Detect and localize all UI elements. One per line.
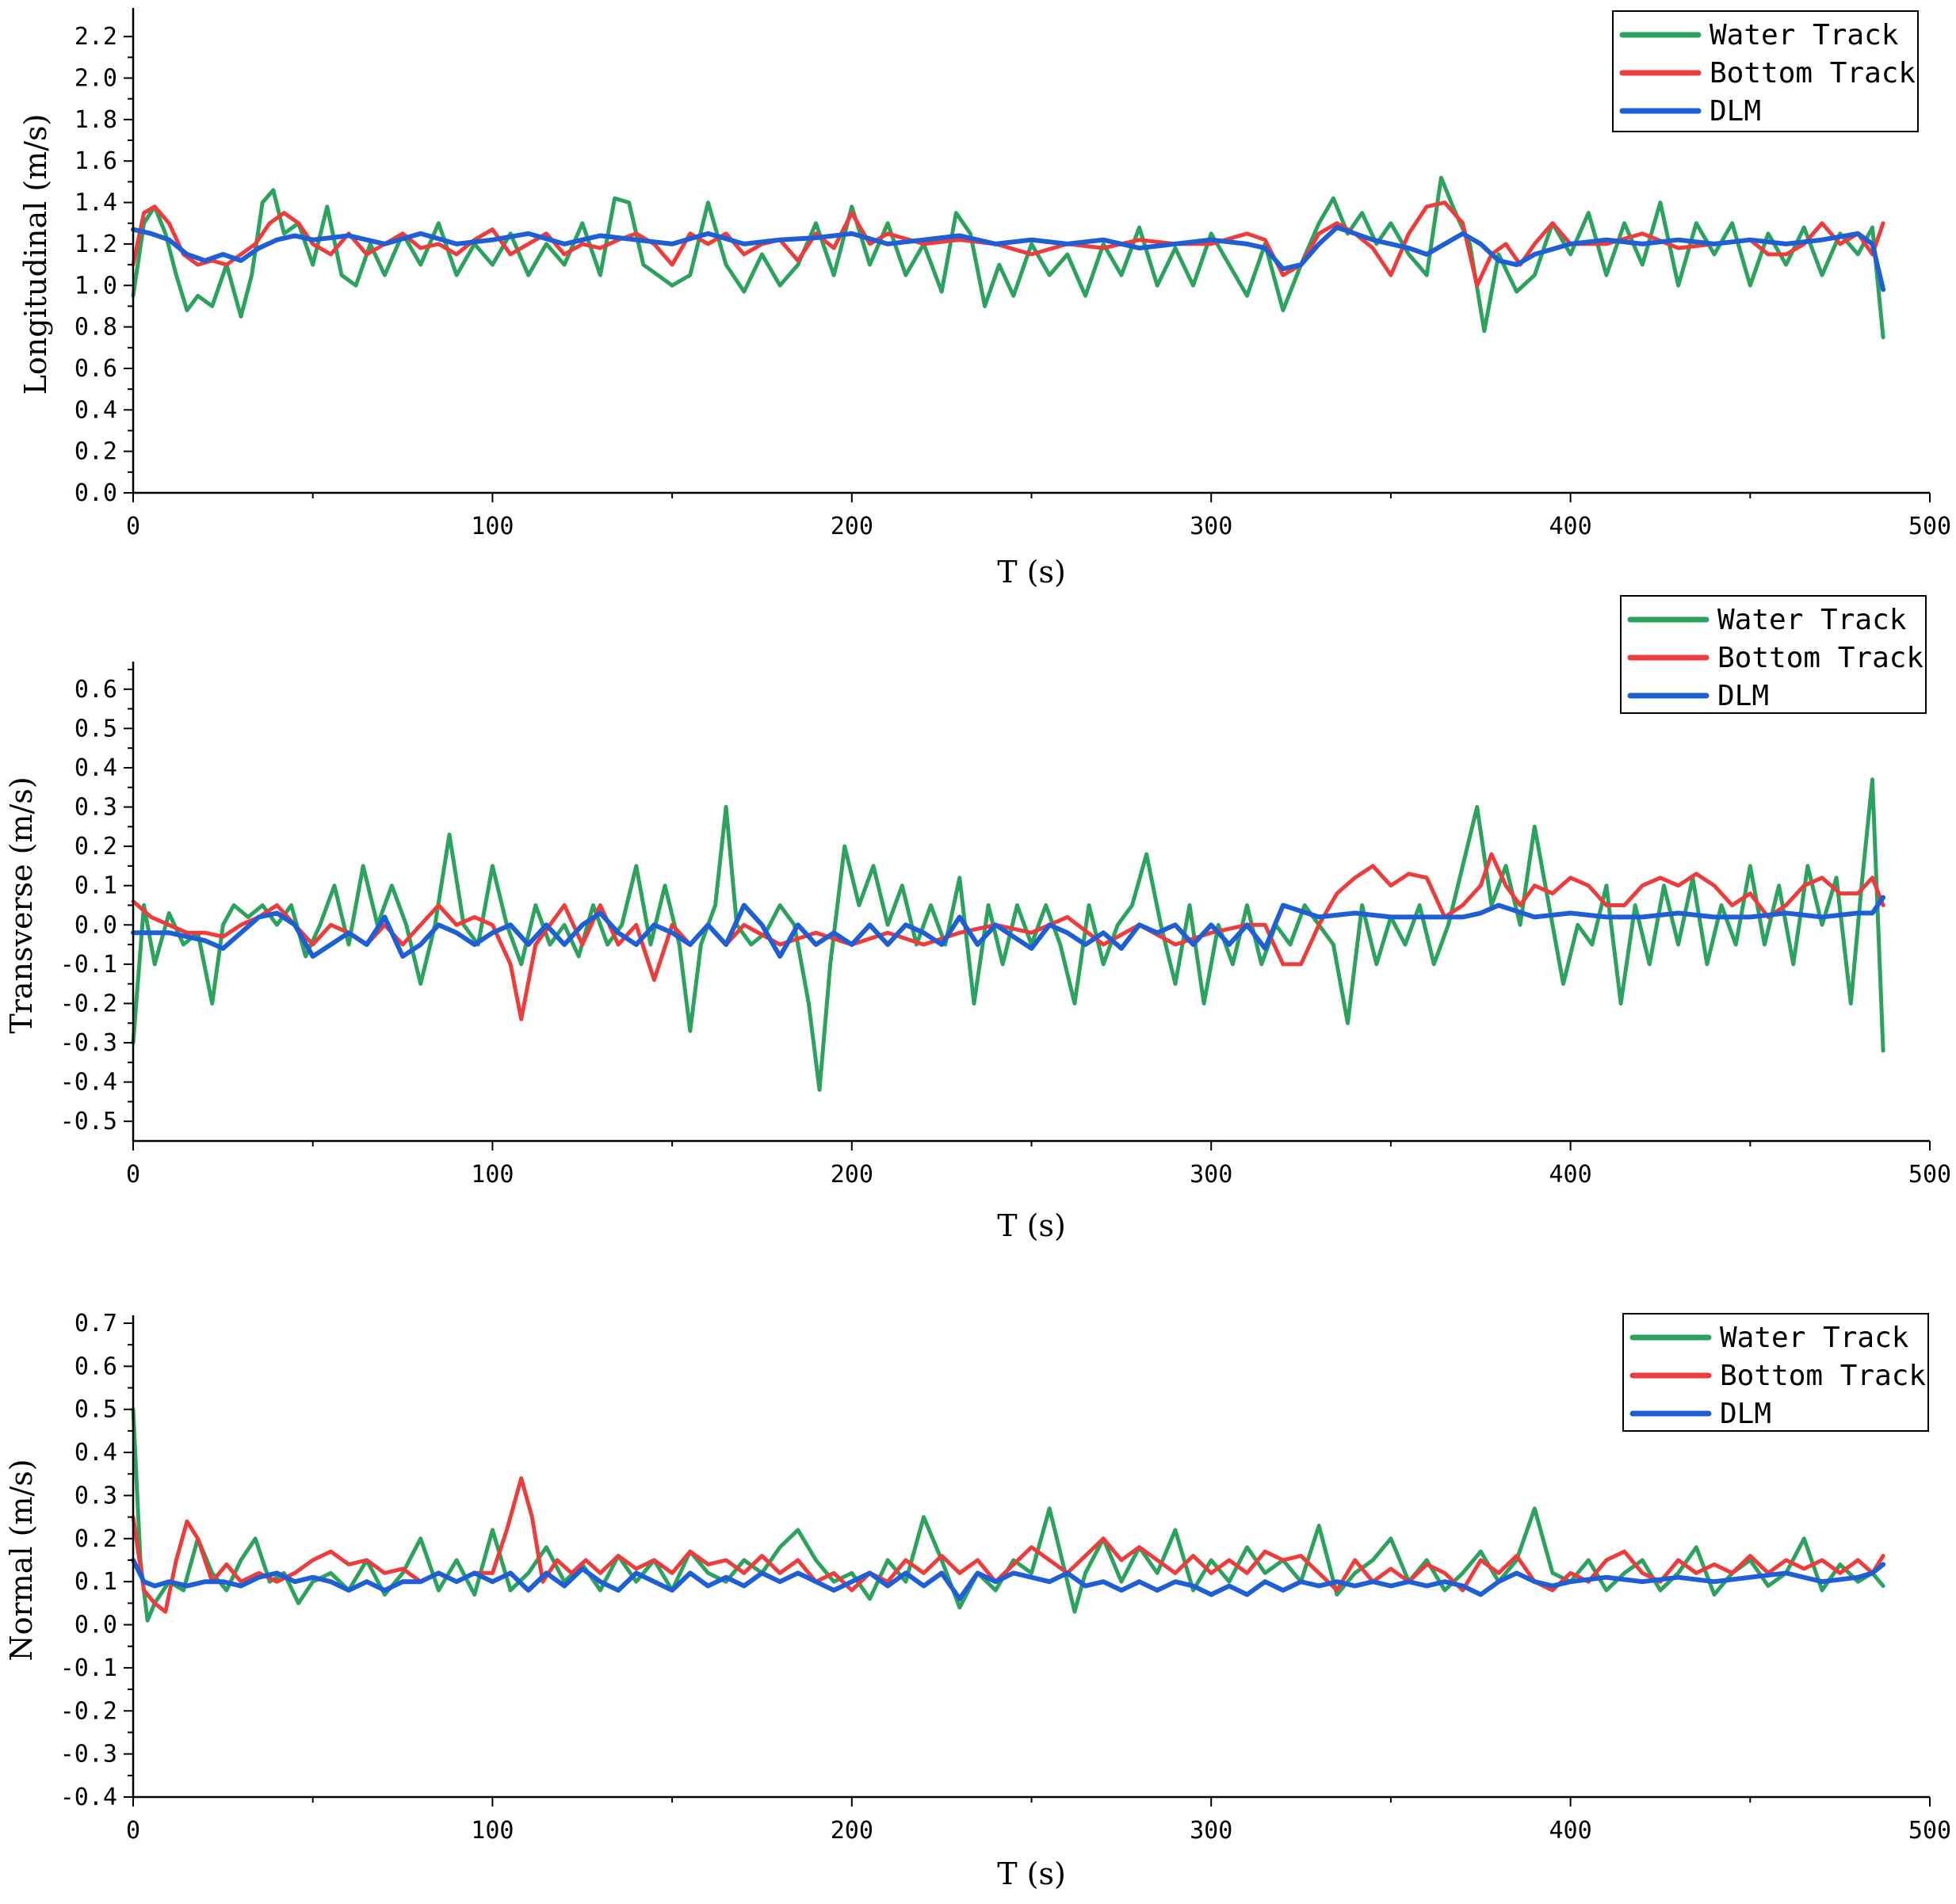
legend-label-water-track: Water Track — [1717, 604, 1907, 636]
x-tick-label: 400 — [1549, 1817, 1592, 1845]
y-tick-label: 0.4 — [74, 1439, 117, 1467]
y-tick-label: 0.1 — [74, 872, 117, 900]
series-line-dlm — [131, 895, 1886, 959]
series-line-dlm — [131, 225, 1886, 292]
legend: Water Track Bottom Track DLM — [1622, 1313, 1929, 1432]
y-tick-label: 0.2 — [74, 438, 117, 466]
legend-label-bottom-track: Bottom Track — [1710, 57, 1916, 90]
longitudinal-panel: 0 100 200 300 400 500 0.0 0.2 0.4 0.6 0.8 1.0 1.2 1.4… — [18, 8, 1951, 590]
x-tick-label: 300 — [1190, 1817, 1232, 1845]
x-tick-label: 500 — [1908, 1817, 1951, 1845]
y-axis-title: Longitudinal (m/s) — [18, 114, 53, 395]
x-tick-label: 500 — [1908, 1161, 1951, 1189]
x-tick-label: 0 — [126, 513, 140, 540]
x-tick-label: 200 — [831, 513, 873, 540]
y-tick-label: -0.2 — [60, 1697, 117, 1725]
y-tick-label: 0.7 — [74, 1310, 117, 1337]
x-axis-title: T (s) — [997, 555, 1066, 590]
y-axis-title: Transverse (m/s) — [4, 776, 39, 1033]
y-tick-label: -0.1 — [60, 1654, 117, 1682]
legend-label-dlm: DLM — [1710, 95, 1761, 128]
y-tick-label: -0.2 — [60, 990, 117, 1017]
y-tick-label: 1.4 — [74, 189, 117, 217]
x-tick-label: 400 — [1549, 1161, 1592, 1189]
y-tick-label: 0.0 — [74, 479, 117, 507]
legend: Water Track Bottom Track DLM — [1612, 10, 1919, 132]
y-tick-label: 0.3 — [74, 794, 117, 822]
series-line-water-track — [131, 1407, 1885, 1623]
legend-label-water-track: Water Track — [1710, 19, 1899, 52]
y-tick-label: 0.2 — [74, 1525, 117, 1553]
legend-label-water-track: Water Track — [1720, 1322, 1909, 1354]
series-line-bottom-track — [131, 200, 1885, 288]
y-tick-label: 0.3 — [74, 1482, 117, 1509]
y-tick-label: 2.0 — [74, 65, 117, 93]
x-tick-label: 100 — [471, 513, 514, 540]
x-tick-label: 300 — [1190, 1161, 1232, 1189]
x-axis-title: T (s) — [997, 1208, 1066, 1243]
x-tick-label: 400 — [1549, 513, 1592, 540]
y-tick-label: 0.4 — [74, 754, 117, 782]
y-tick-label: 0.2 — [74, 833, 117, 860]
x-tick-label: 0 — [126, 1161, 140, 1189]
y-tick-label: 0.8 — [74, 314, 117, 341]
y-tick-label: 0.0 — [74, 1612, 117, 1639]
y-tick-label: 0.5 — [74, 1396, 117, 1424]
y-tick-label: 0.6 — [74, 355, 117, 383]
x-tick-label: 0 — [126, 1817, 140, 1845]
y-tick-label: -0.4 — [60, 1784, 117, 1811]
y-tick-label: -0.5 — [60, 1108, 117, 1135]
x-tick-label: 500 — [1908, 513, 1951, 540]
y-tick-label: 0.6 — [74, 676, 117, 704]
y-tick-label: 0.0 — [74, 911, 117, 939]
y-tick-label: 1.6 — [74, 147, 117, 175]
y-tick-label: -0.4 — [60, 1069, 117, 1097]
x-tick-label: 100 — [471, 1817, 514, 1845]
legend-label-bottom-track: Bottom Track — [1717, 642, 1924, 674]
y-tick-label: 0.1 — [74, 1568, 117, 1596]
series-line-water-track — [131, 175, 1885, 340]
y-tick-label: 0.6 — [74, 1353, 117, 1380]
transverse-panel: 0 100 200 300 400 500 -0.5 -0.4 -0.3 -0.2 -0.1 0.0 0… — [4, 595, 1951, 1243]
x-tick-label: 100 — [471, 1161, 514, 1189]
y-tick-label: -0.3 — [60, 1741, 117, 1769]
y-axis-title: Normal (m/s) — [4, 1459, 39, 1661]
x-axis-title: T (s) — [997, 1856, 1066, 1891]
series-line-dlm — [131, 1558, 1886, 1601]
legend-label-dlm: DLM — [1720, 1398, 1771, 1430]
y-tick-label: 1.2 — [74, 231, 117, 258]
legend: Water Track Bottom Track DLM — [1620, 595, 1927, 714]
normal-panel: 0 100 200 300 400 500 -0.4 -0.3 -0.2 -0.1 0.0 0.1 0.… — [4, 1310, 1951, 1891]
y-tick-label: -0.3 — [60, 1029, 117, 1057]
legend-label-bottom-track: Bottom Track — [1720, 1360, 1926, 1392]
y-tick-label: 0.4 — [74, 396, 117, 424]
legend-label-dlm: DLM — [1717, 680, 1769, 712]
x-tick-label: 200 — [831, 1817, 873, 1845]
y-tick-label: 1.0 — [74, 272, 117, 300]
y-tick-label: 2.2 — [74, 23, 117, 51]
x-tick-label: 200 — [831, 1161, 873, 1189]
series-line-water-track — [131, 777, 1885, 1092]
y-tick-label: -0.1 — [60, 951, 117, 979]
x-tick-label: 300 — [1190, 513, 1232, 540]
y-tick-label: 0.5 — [74, 715, 117, 742]
y-tick-label: 1.8 — [74, 106, 117, 134]
legend-box — [1622, 1313, 1929, 1432]
